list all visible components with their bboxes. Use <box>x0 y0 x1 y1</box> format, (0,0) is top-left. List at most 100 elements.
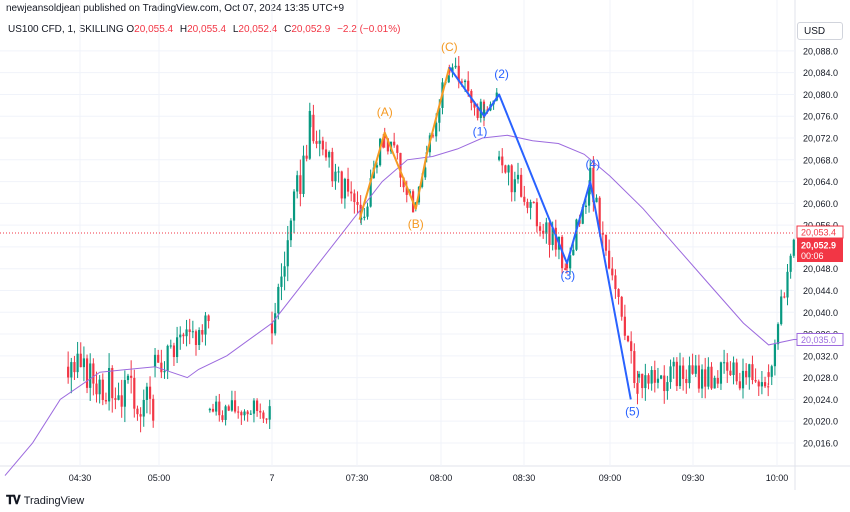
candle-body <box>726 362 729 371</box>
candle-body <box>650 370 653 384</box>
candle-body <box>393 141 396 146</box>
tradingview-logo[interactable]: 𝐓𝐕 TradingView <box>6 493 84 508</box>
candle-body <box>780 296 783 325</box>
candle-body <box>700 369 704 389</box>
candle-body <box>139 414 142 417</box>
price-tick-label: 20,088.0 <box>803 46 838 56</box>
candle-body <box>476 107 479 118</box>
candle-body <box>504 165 507 173</box>
impulse-wave-label: (1) <box>473 124 488 138</box>
close-label: C <box>284 24 292 35</box>
candle-body <box>741 370 745 389</box>
candle-body <box>473 103 476 108</box>
candle-body <box>641 373 644 389</box>
candle-body <box>350 191 353 194</box>
candle-body <box>786 271 789 298</box>
candle-body <box>386 138 389 152</box>
candle-body <box>194 331 198 346</box>
symbol-name[interactable]: US100 CFD, 1, SKILLING <box>8 24 124 35</box>
candle-body <box>672 361 675 367</box>
currency-button[interactable]: USD <box>797 22 843 40</box>
candle-body <box>182 334 185 337</box>
candle-body <box>343 178 346 199</box>
price-chart[interactable]: (A) (B) (C) (1) (2) (3) (4) (5) 20,016.0 20,020.… <box>0 0 850 490</box>
candle-body <box>523 196 526 202</box>
impulse-wave-label: (4) <box>585 157 600 171</box>
candle-body <box>431 135 435 137</box>
candle-body <box>457 65 460 82</box>
candle-body <box>595 197 598 203</box>
price-tick-label: 20,060.0 <box>803 199 838 209</box>
moving-average <box>4 134 798 476</box>
candle-body <box>513 179 516 193</box>
low-label: L <box>232 24 239 35</box>
ma-tag-label: 20,035.0 <box>801 335 836 345</box>
close-value: 20,052.9 <box>291 24 331 35</box>
candle-body <box>309 114 312 128</box>
candle-body <box>246 411 249 415</box>
candle-body <box>292 191 296 221</box>
candle-body <box>757 381 760 387</box>
candle-body <box>587 187 591 206</box>
candle-body <box>716 377 719 384</box>
candle-body <box>723 362 726 364</box>
candle-body <box>382 138 385 148</box>
open-label: O <box>126 24 135 35</box>
candle-body <box>773 344 776 367</box>
candle-body <box>369 178 372 207</box>
abc-wave-line <box>358 66 451 220</box>
time-tick-label: 09:30 <box>682 473 705 483</box>
candle-body <box>617 289 620 297</box>
candle-body <box>160 362 163 373</box>
time-tick-label: 07:30 <box>346 473 369 483</box>
countdown-label: 00:06 <box>801 251 824 261</box>
candle-body <box>554 227 557 250</box>
candle-body <box>204 315 207 335</box>
candle-body <box>732 362 735 376</box>
candle-body <box>296 175 299 192</box>
candle-body <box>669 366 672 383</box>
price-tick-label: 20,044.0 <box>803 286 838 296</box>
high-value: 20,055.4 <box>187 24 227 35</box>
candle-body <box>564 268 567 270</box>
candle-body <box>751 364 754 381</box>
candle-body <box>249 413 252 415</box>
candle-body <box>123 380 126 407</box>
candle-body <box>92 363 95 384</box>
candle-body <box>685 378 688 384</box>
candle-body <box>169 345 172 347</box>
publisher-info: newjeansoldjean published on TradingView… <box>6 3 345 14</box>
candle-body <box>95 383 98 395</box>
time-tick-label: 7 <box>269 473 274 483</box>
price-tag-label: 20,053.4 <box>801 228 836 238</box>
candle-body <box>268 406 271 420</box>
price-tags: 20,053.4 20,052.900:06 20,035.0 <box>0 225 844 346</box>
time-tick-label: 10:00 <box>766 473 789 483</box>
candle-body <box>286 240 289 267</box>
candle-body <box>130 375 133 378</box>
candle-body <box>623 316 626 336</box>
candle-body <box>656 378 660 383</box>
candle-body <box>79 353 82 368</box>
time-axis[interactable]: 04:30 05:00 7 07:30 08:00 08:30 09:00 09:30 10:0… <box>69 473 789 483</box>
candle-body <box>754 380 757 382</box>
candle-body <box>620 296 623 317</box>
time-tick-label: 08:30 <box>513 473 536 483</box>
candle-body <box>589 167 592 182</box>
candle-body <box>678 365 682 387</box>
candle-body <box>636 382 639 394</box>
candle-body <box>346 178 350 192</box>
candle-body <box>176 337 179 358</box>
candle-body <box>633 351 636 383</box>
candle-body <box>545 222 548 234</box>
candle-body <box>666 382 669 392</box>
candle-body <box>82 358 85 368</box>
price-tick-label: 20,080.0 <box>803 90 838 100</box>
time-tick-label: 08:00 <box>430 473 453 483</box>
candle-body <box>152 398 155 421</box>
candle-body <box>312 114 315 142</box>
price-tick-label: 20,024.0 <box>803 395 838 405</box>
candle-body <box>318 140 321 144</box>
candle-body <box>224 406 227 420</box>
brand-label: TradingView <box>23 494 85 507</box>
